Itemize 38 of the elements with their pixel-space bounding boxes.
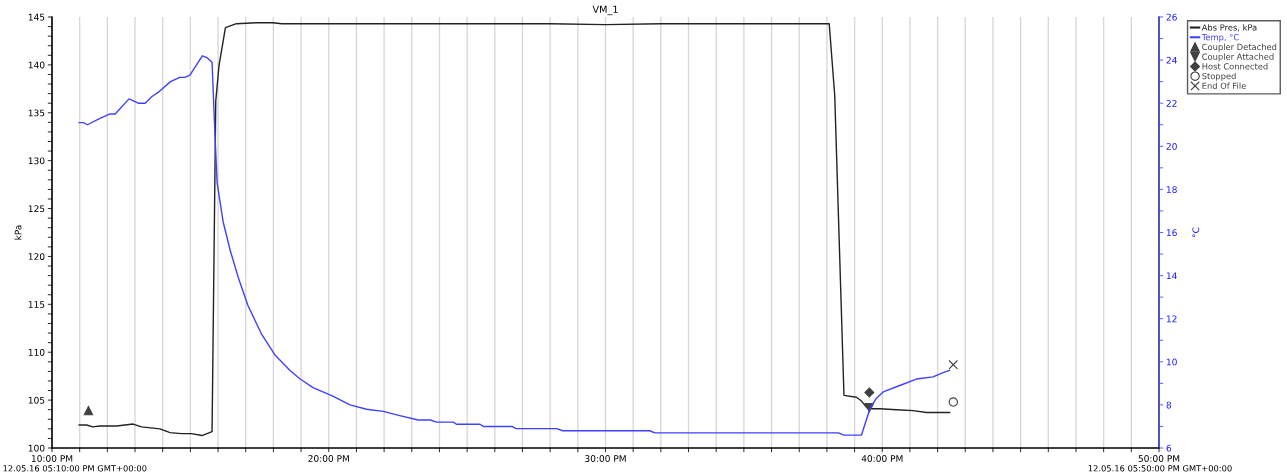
y-tick-label: 100 xyxy=(28,444,45,452)
x-tick-label: 10:00 PM xyxy=(31,455,73,462)
y2-tick-label: 18 xyxy=(1166,186,1177,193)
y2-tick-label: 16 xyxy=(1166,229,1177,237)
x-tick-label: 20:00 PM xyxy=(308,455,349,462)
chart-title: VM_1 xyxy=(592,5,618,16)
text: 12.05.16 05:10:00 PM GMT+00:00 xyxy=(3,465,147,472)
legend-label: Abs Pres, kPa xyxy=(1201,24,1257,32)
y-axis-title: kPa xyxy=(14,225,22,240)
y2-tick-label: 26 xyxy=(1166,13,1177,21)
y-tick-label: 120 xyxy=(28,253,45,260)
y-tick-label: 125 xyxy=(28,205,45,213)
y-tick-label: 145 xyxy=(28,13,45,21)
y2-axis-title: °C xyxy=(1192,227,1200,238)
y2-tick-label: 6 xyxy=(1166,444,1172,452)
text: 12.05.16 05:50:00 PM GMT+00:00 xyxy=(1088,465,1232,472)
x-tick-label: 40:00 PM xyxy=(861,455,903,462)
legend-label: Temp, °C xyxy=(1201,34,1239,42)
y2-tick-label: 10 xyxy=(1166,358,1177,366)
y2-tick-label: 8 xyxy=(1166,401,1172,409)
legend-label: Host Connected xyxy=(1202,63,1268,70)
legend-label: Coupler Detached xyxy=(1202,43,1277,52)
legend-label: Coupler Attached xyxy=(1202,53,1274,62)
y2-tick-label: 22 xyxy=(1166,99,1177,107)
y-tick-label: 130 xyxy=(28,157,45,165)
legend-label: End Of File xyxy=(1202,82,1246,89)
y-tick-label: 105 xyxy=(28,396,45,404)
y-tick-label: 140 xyxy=(28,61,45,69)
y-tick-label: 115 xyxy=(28,301,45,308)
y-tick-label: 110 xyxy=(28,348,45,356)
y2-tick-label: 20 xyxy=(1166,143,1177,150)
y2-tick-label: 14 xyxy=(1166,272,1177,280)
x-tick-label: 50:00 PM xyxy=(1138,455,1180,462)
legend-label: Stopped xyxy=(1202,72,1236,81)
y2-tick-label: 12 xyxy=(1166,315,1177,323)
y-tick-label: 135 xyxy=(28,109,45,117)
y2-tick-label: 24 xyxy=(1166,56,1177,64)
x-tick-label: 30:00 PM xyxy=(585,455,626,462)
